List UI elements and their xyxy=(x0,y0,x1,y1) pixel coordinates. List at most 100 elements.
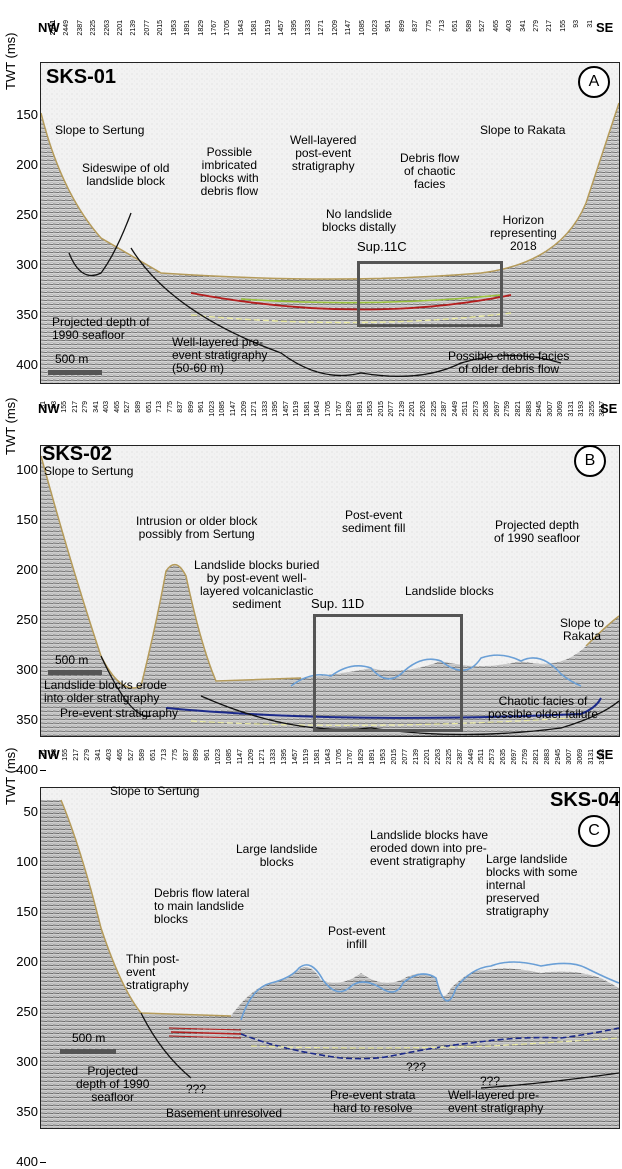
trace-number: 1209 xyxy=(331,20,339,36)
trace-number: 93 xyxy=(573,20,581,28)
trace-number: 837 xyxy=(177,401,185,413)
trace-number: 3255 xyxy=(588,401,596,417)
trace-number: 3317 xyxy=(599,401,607,417)
panel-b: NW SE 31 93 155 217 279 341 403 465 527 589 651 713… xyxy=(0,385,622,777)
trace-number: 1333 xyxy=(261,401,269,417)
trace-number: 93 xyxy=(50,749,58,757)
trace-number: 2635 xyxy=(500,749,508,765)
supplement-box-11d xyxy=(313,614,463,732)
scale-bar xyxy=(48,370,102,375)
trace-number: 3131 xyxy=(588,749,596,765)
trace-number: 2697 xyxy=(511,749,519,765)
axis-tick-350: 350 xyxy=(16,307,38,322)
trace-number: 93 xyxy=(50,401,58,409)
trace-number: 2015 xyxy=(390,749,398,765)
trace-number: 589 xyxy=(138,749,146,761)
label-pre-event: Pre-event stratigraphy xyxy=(60,706,179,720)
axis-tick-200: 200 xyxy=(16,562,38,577)
trace-number: 1705 xyxy=(325,401,332,417)
trace-number: 1395 xyxy=(291,20,299,36)
trace-number: 3007 xyxy=(566,749,574,765)
seismic-section: Sup. 11D xyxy=(40,445,620,737)
trace-number: 837 xyxy=(182,749,190,761)
label-large-blocks: Large landslide blocks xyxy=(236,842,318,869)
trace-number: 589 xyxy=(465,20,473,32)
trace-number: 1271 xyxy=(259,749,267,765)
trace-number: 1085 xyxy=(226,749,234,765)
trace-number: 527 xyxy=(124,401,132,413)
trace-number: 2945 xyxy=(555,749,563,765)
trace-number: 1023 xyxy=(371,20,379,36)
trace-number: 403 xyxy=(105,749,113,761)
trace-number: 1891 xyxy=(356,401,364,417)
label-horizon-2018: Horizon representing 2018 xyxy=(490,213,557,253)
supplement-box-11c xyxy=(357,261,503,327)
scale-label: 500 m xyxy=(55,653,89,667)
label-chaotic-older: Possible chaotic facies of older debris … xyxy=(448,349,570,376)
trace-number: 403 xyxy=(506,20,514,32)
panel-letter-c: C xyxy=(578,815,610,847)
trace-number: 1581 xyxy=(314,749,322,765)
label-imbricated: Possible imbricated blocks with debris f… xyxy=(200,145,259,198)
trace-number: 1147 xyxy=(345,20,353,36)
trace-number: 2077 xyxy=(143,20,151,36)
direction-se: SE xyxy=(596,747,614,762)
trace-number: 2387 xyxy=(441,401,449,417)
trace-number: 465 xyxy=(113,401,121,413)
trace-number: 2883 xyxy=(525,401,533,417)
trace-number: 3131 xyxy=(567,401,575,417)
trace-number: 2821 xyxy=(533,749,541,765)
trace-number: 2449 xyxy=(451,401,459,417)
trace-number: 2077 xyxy=(401,749,409,765)
seismic-image xyxy=(41,446,619,736)
trace-number: 899 xyxy=(193,749,201,761)
trace-number: 2015 xyxy=(157,20,165,36)
trace-number: 527 xyxy=(127,749,135,761)
trace-number: 713 xyxy=(160,749,168,761)
trace-number: 1395 xyxy=(272,401,280,417)
trace-number: 2573 xyxy=(472,401,480,417)
direction-nw: NW xyxy=(38,747,60,762)
trace-number: 1953 xyxy=(379,749,387,765)
trace-number: 713 xyxy=(156,401,164,413)
trace-number: 1891 xyxy=(184,20,192,36)
supplement-label-11c: Sup.11C xyxy=(357,239,407,254)
trace-number: 1829 xyxy=(346,401,354,417)
trace-number: 279 xyxy=(83,749,91,761)
axis-tick-350: 350 xyxy=(16,1104,38,1119)
trace-number: 2511 xyxy=(50,20,57,36)
axis-tick-300: 300 xyxy=(16,257,38,272)
trace-number: 1705 xyxy=(335,749,343,765)
axis-tick-150: 150 xyxy=(16,107,38,122)
trace-number: 2387 xyxy=(76,20,84,36)
trace-number: 2015 xyxy=(377,401,385,417)
trace-number: 3069 xyxy=(577,749,585,765)
trace-number: 2821 xyxy=(515,401,522,417)
trace-number: 279 xyxy=(82,401,90,413)
label-projected-depth: Projected depth of 1990 seafloor xyxy=(494,518,581,545)
label-landslide-blocks: Landslide blocks xyxy=(405,584,494,598)
trace-number: 341 xyxy=(92,401,100,413)
trace-number: 2325 xyxy=(90,20,98,36)
trace-number: 2573 xyxy=(489,749,497,765)
axis-tick-300: 300 xyxy=(16,1054,38,1069)
label-no-landslide: No landslide blocks distally xyxy=(322,207,397,234)
label-sideswipe: Sideswipe of old landslide block xyxy=(82,161,170,188)
trace-number: 1147 xyxy=(237,749,245,765)
trace-number: 2139 xyxy=(398,401,406,417)
trace-number: 2511 xyxy=(478,749,486,765)
trace-number: 1767 xyxy=(346,749,354,765)
trace-number: 3007 xyxy=(546,401,554,417)
direction-nw: NW xyxy=(38,20,60,35)
axis-tick-400: 400 xyxy=(16,1154,38,1169)
trace-number: 1581 xyxy=(251,20,259,36)
trace-number: 2945 xyxy=(536,401,544,417)
trace-number: 1643 xyxy=(237,20,245,36)
trace-number: 155 xyxy=(559,20,567,32)
seismic-image xyxy=(41,63,619,383)
axis-tick-400: 400 xyxy=(16,762,38,777)
scale-bar xyxy=(48,670,102,675)
label-slope-sertung: Slope to Sertung xyxy=(110,784,200,798)
seismic-section xyxy=(40,787,620,1129)
trace-number: 1829 xyxy=(197,20,205,36)
